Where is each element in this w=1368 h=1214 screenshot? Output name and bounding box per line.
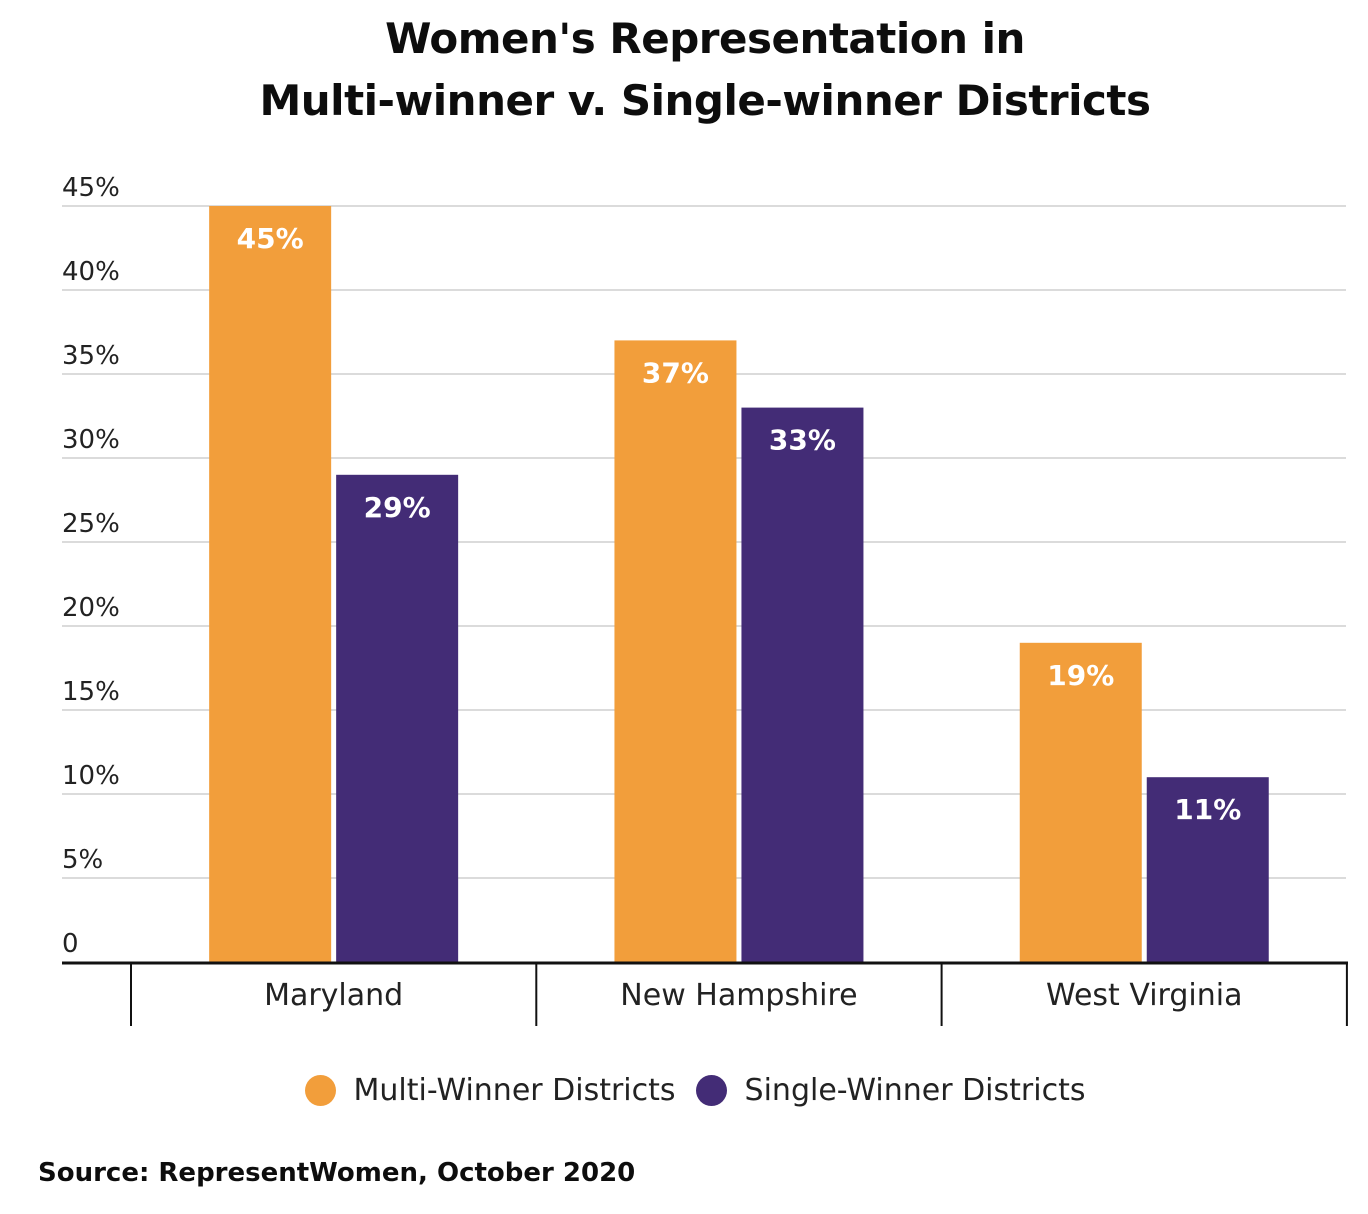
legend-item-multi-winner: Multi-Winner Districts <box>304 1073 676 1108</box>
legend-swatch-single-winner <box>695 1075 727 1106</box>
x-axis: Maryland New Hampshire West Virginia <box>62 961 1348 1026</box>
data-label: 29% <box>364 491 431 524</box>
y-tick-label: 25% <box>62 509 120 539</box>
source-note: Source: RepresentWomen, October 2020 <box>38 1158 636 1188</box>
y-tick-label: 10% <box>62 761 120 791</box>
x-tick-label: Maryland <box>264 978 403 1013</box>
y-tick-label: 5% <box>62 845 103 875</box>
y-tick-label: 30% <box>62 425 120 455</box>
bars <box>209 206 1269 963</box>
y-tick-label: 20% <box>62 593 120 623</box>
bar <box>614 340 737 962</box>
data-label: 45% <box>237 222 304 255</box>
y-tick-label: 35% <box>62 341 120 371</box>
legend-item-single-winner: Single-Winner Districts <box>695 1073 1086 1108</box>
bar <box>741 407 864 963</box>
x-tick-label: New Hampshire <box>620 978 857 1013</box>
data-label: 19% <box>1047 659 1114 692</box>
y-tick-label: 15% <box>62 677 120 707</box>
chart-title-line-2: Multi-winner v. Single-winner Districts <box>259 76 1151 125</box>
y-tick-label: 45% <box>62 173 120 203</box>
data-labels: 45% 29% 37% 33% 19% 11% <box>237 222 1242 826</box>
y-tick-label: 0 <box>62 929 79 959</box>
chart-title: Women's Representation in Multi-winner v… <box>0 8 1368 132</box>
data-label: 11% <box>1174 793 1241 826</box>
data-label: 33% <box>769 424 836 457</box>
legend-label-single-winner: Single-Winner Districts <box>744 1073 1086 1108</box>
data-label: 37% <box>642 356 709 389</box>
bar <box>336 474 459 962</box>
legend-label-multi-winner: Multi-Winner Districts <box>353 1073 676 1108</box>
legend: Multi-Winner Districts Single-Winner Dis… <box>0 1073 1368 1108</box>
y-axis-ticks: 0 5% 10% 15% 20% 25% 30% 35% 40% 45% <box>62 173 120 959</box>
bar-chart: 0 5% 10% 15% 20% 25% 30% 35% 40% 45% Maryland New … <box>62 173 1348 1026</box>
bar <box>209 206 332 962</box>
chart-title-line-1: Women's Representation in <box>385 14 1025 63</box>
legend-swatch-multi-winner <box>304 1075 336 1106</box>
x-tick-label: West Virginia <box>1046 978 1242 1013</box>
bar <box>1019 642 1142 962</box>
bar <box>1146 777 1269 962</box>
y-tick-label: 40% <box>62 257 120 287</box>
